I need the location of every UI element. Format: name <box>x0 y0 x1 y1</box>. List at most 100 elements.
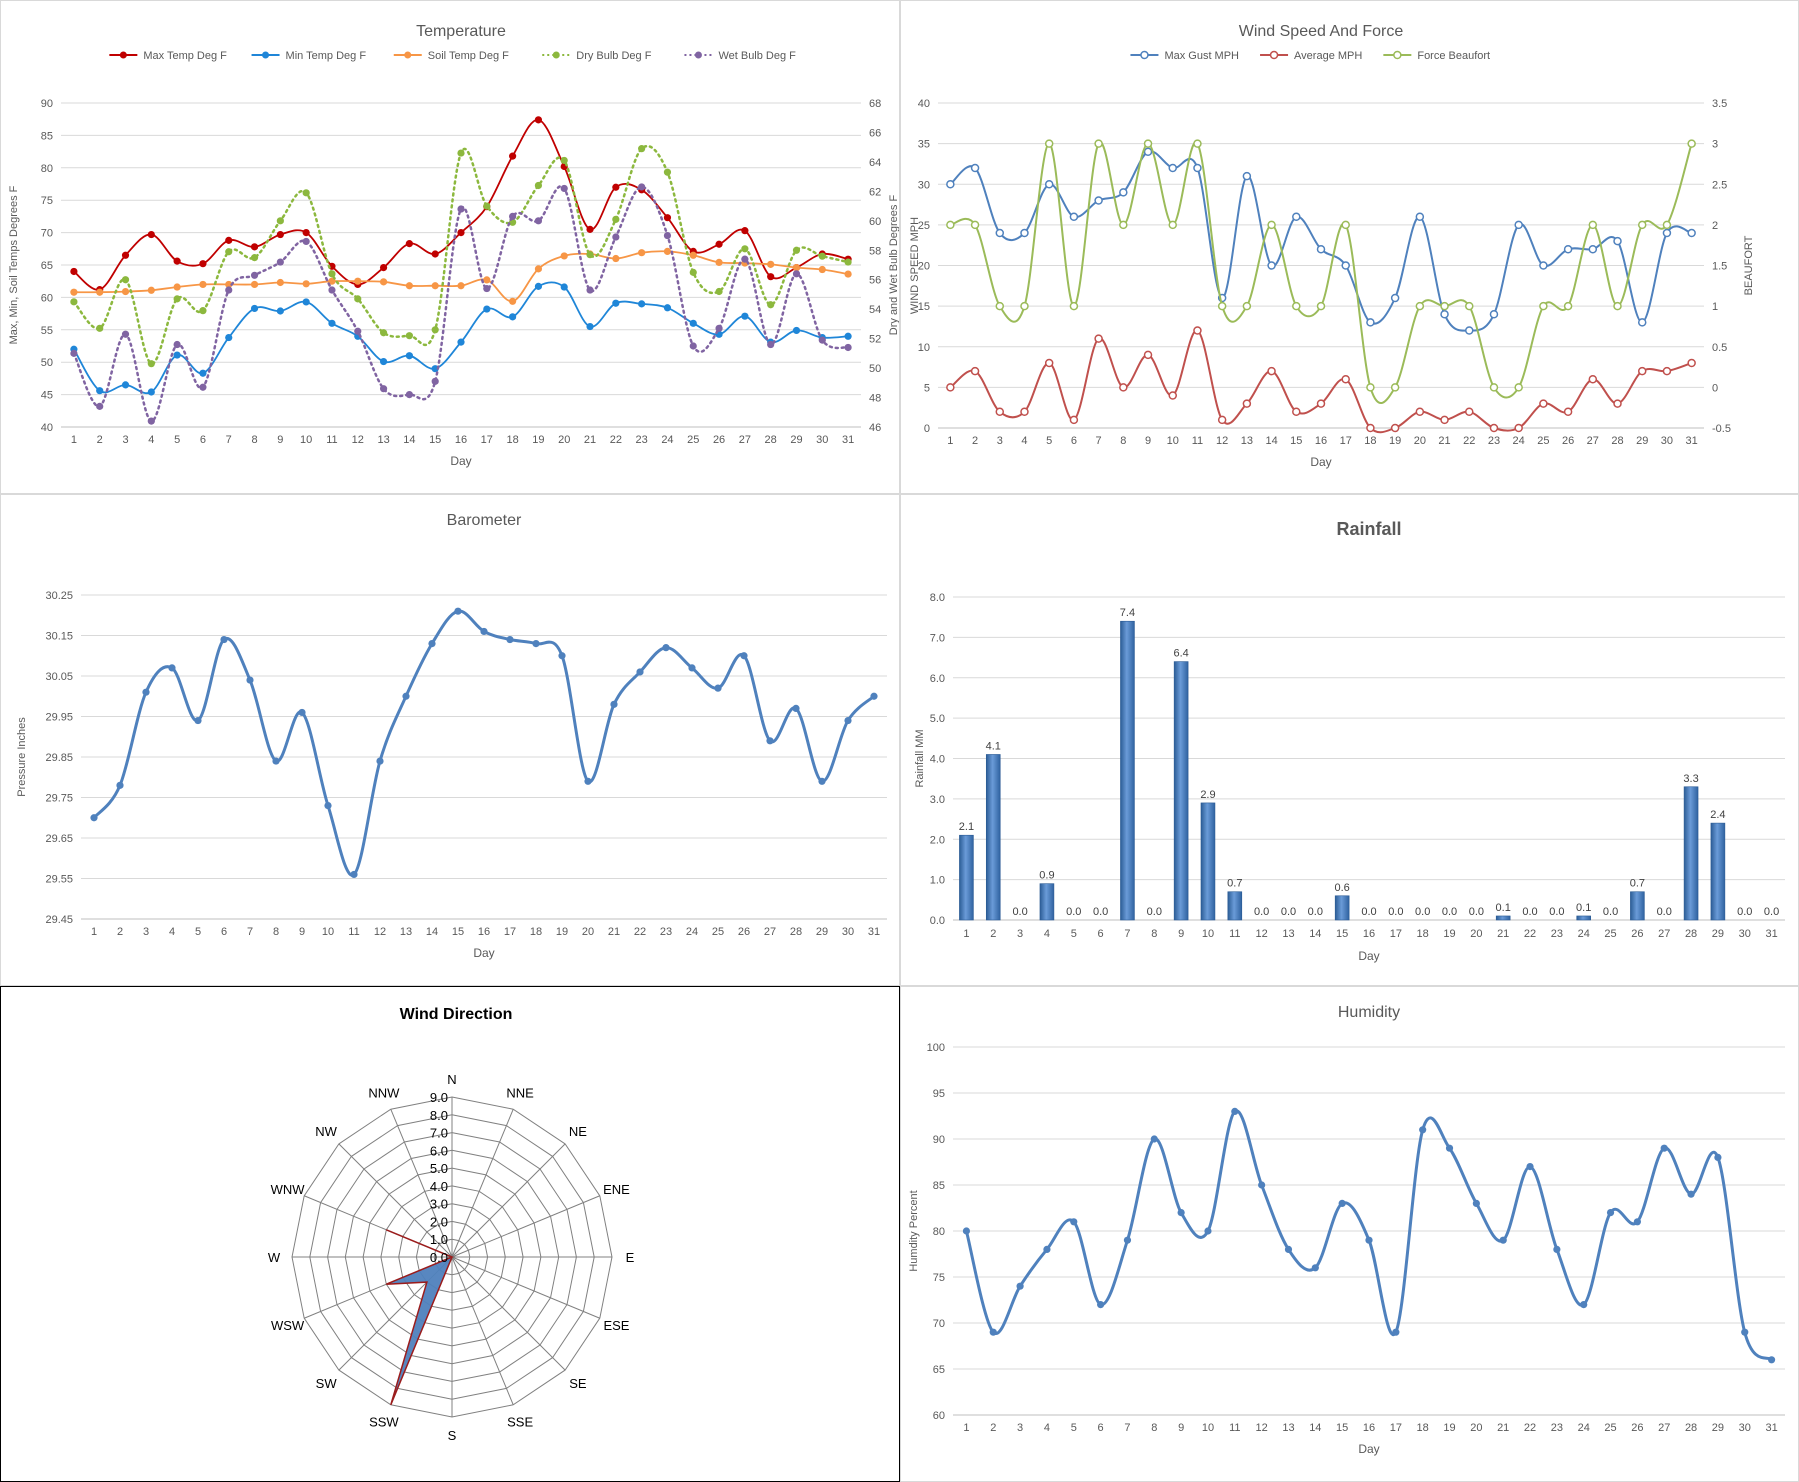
data-point <box>509 218 517 226</box>
data-point <box>250 280 259 289</box>
chart-title: Wind Direction <box>400 1006 513 1023</box>
data-point <box>946 383 955 392</box>
x-tick-label: 14 <box>403 434 415 446</box>
x-tick-label: 18 <box>1364 435 1376 447</box>
data-label: 2.4 <box>1710 809 1725 821</box>
data-point <box>1094 196 1103 205</box>
data-point <box>246 676 254 684</box>
rainfall-bar <box>1683 786 1699 921</box>
data-label: 0.0 <box>1764 906 1779 918</box>
data-point <box>534 265 543 273</box>
data-point <box>1258 1181 1266 1189</box>
data-point <box>70 267 78 276</box>
x-tick-label: 12 <box>1216 435 1228 447</box>
data-point <box>844 270 852 278</box>
barometer-chart-panel: Barometer 29.45 29.55 29.65 29.75 29.85 29.95 3… <box>0 494 900 986</box>
data-label: 0.1 <box>1496 902 1511 914</box>
x-tick-label: 31 <box>1765 928 1777 940</box>
direction-label: S <box>448 1428 457 1443</box>
x-tick-label: 28 <box>1611 435 1623 447</box>
data-point <box>402 692 410 700</box>
data-label: 0.7 <box>1630 878 1645 890</box>
legend-label: Wet Bulb Deg F <box>718 50 796 62</box>
data-point <box>1168 391 1177 400</box>
x-tick-label: 4 <box>1044 1422 1050 1434</box>
data-point <box>483 276 491 284</box>
y-tick-label: 55 <box>41 325 53 337</box>
x-tick-label: 29 <box>1636 435 1648 447</box>
x-tick-label: 8 <box>273 926 279 938</box>
data-point <box>534 282 543 290</box>
data-point <box>586 322 594 331</box>
x-tick-label: 10 <box>1167 435 1179 447</box>
data-point <box>1366 423 1375 433</box>
data-point <box>1316 399 1326 408</box>
x-tick-label: 6 <box>200 434 206 446</box>
y-tick-label: 29.95 <box>45 712 73 724</box>
data-point <box>1193 139 1202 148</box>
x-tick-label: 17 <box>1390 1422 1402 1434</box>
data-point <box>1539 301 1548 311</box>
y2-tick-label: 60 <box>869 216 881 228</box>
x-tick-label: 30 <box>842 926 854 938</box>
data-point <box>405 391 413 399</box>
x-tick-label: 17 <box>481 434 493 446</box>
x-tick-label: 9 <box>1145 435 1151 447</box>
data-point <box>1465 407 1474 416</box>
legend-label: Min Temp Deg F <box>286 50 367 62</box>
data-point <box>480 627 488 636</box>
data-point <box>1069 415 1079 425</box>
data-point <box>766 737 774 745</box>
x-tick-label: 28 <box>790 926 802 938</box>
direction-label: ESE <box>603 1318 629 1333</box>
data-point <box>1316 245 1326 254</box>
data-point <box>1168 163 1177 173</box>
x-tick-label: 24 <box>686 926 698 938</box>
x-tick-label: 1 <box>91 926 97 938</box>
x-tick-label: 21 <box>1497 928 1509 940</box>
data-point <box>715 287 723 296</box>
data-point <box>1637 220 1647 230</box>
y-axis-title: Rainfall MM <box>914 729 926 787</box>
data-label: 0.1 <box>1576 902 1591 914</box>
x-tick-label: 24 <box>1578 1422 1590 1434</box>
x-tick-label: 2 <box>972 435 978 447</box>
data-point <box>1563 245 1573 254</box>
data-point <box>1390 293 1400 303</box>
x-tick-label: 18 <box>506 434 518 446</box>
series-line <box>73 250 849 303</box>
x-tick-label: 5 <box>174 434 180 446</box>
data-label: 0.0 <box>1603 906 1618 918</box>
x-tick-label: 4 <box>1021 435 1027 447</box>
x-tick-label: 26 <box>738 926 750 938</box>
x-tick-label: 23 <box>1488 435 1500 447</box>
x-tick-label: 4 <box>169 926 175 938</box>
data-label: 0.0 <box>1522 906 1537 918</box>
data-label: 0.0 <box>1254 906 1269 918</box>
data-point <box>1489 310 1499 319</box>
legend-label: Max Temp Deg F <box>143 50 227 62</box>
y-tick-label: 75 <box>933 1272 945 1284</box>
data-point <box>1539 261 1548 270</box>
data-point <box>1267 220 1276 230</box>
rainfall-bar <box>1710 822 1726 921</box>
x-tick-label: 18 <box>1417 1422 1429 1434</box>
y-tick-label: 85 <box>41 130 53 142</box>
data-point <box>818 336 826 344</box>
x-tick-label: 2 <box>117 926 123 938</box>
x-tick-label: 2 <box>990 928 996 940</box>
data-point <box>792 246 801 254</box>
x-tick-label: 9 <box>1178 928 1184 940</box>
data-point <box>1097 1301 1105 1309</box>
data-point <box>1119 383 1128 392</box>
data-label: 0.0 <box>1281 906 1296 918</box>
data-point <box>173 340 181 349</box>
x-tick-label: 9 <box>277 434 283 446</box>
data-point <box>638 145 646 153</box>
y-tick-label: 80 <box>933 1226 945 1238</box>
data-point <box>483 284 491 293</box>
legend-label: Average MPH <box>1294 50 1362 62</box>
data-point <box>1292 301 1301 311</box>
data-point <box>1150 1135 1158 1143</box>
data-point <box>1316 301 1326 311</box>
